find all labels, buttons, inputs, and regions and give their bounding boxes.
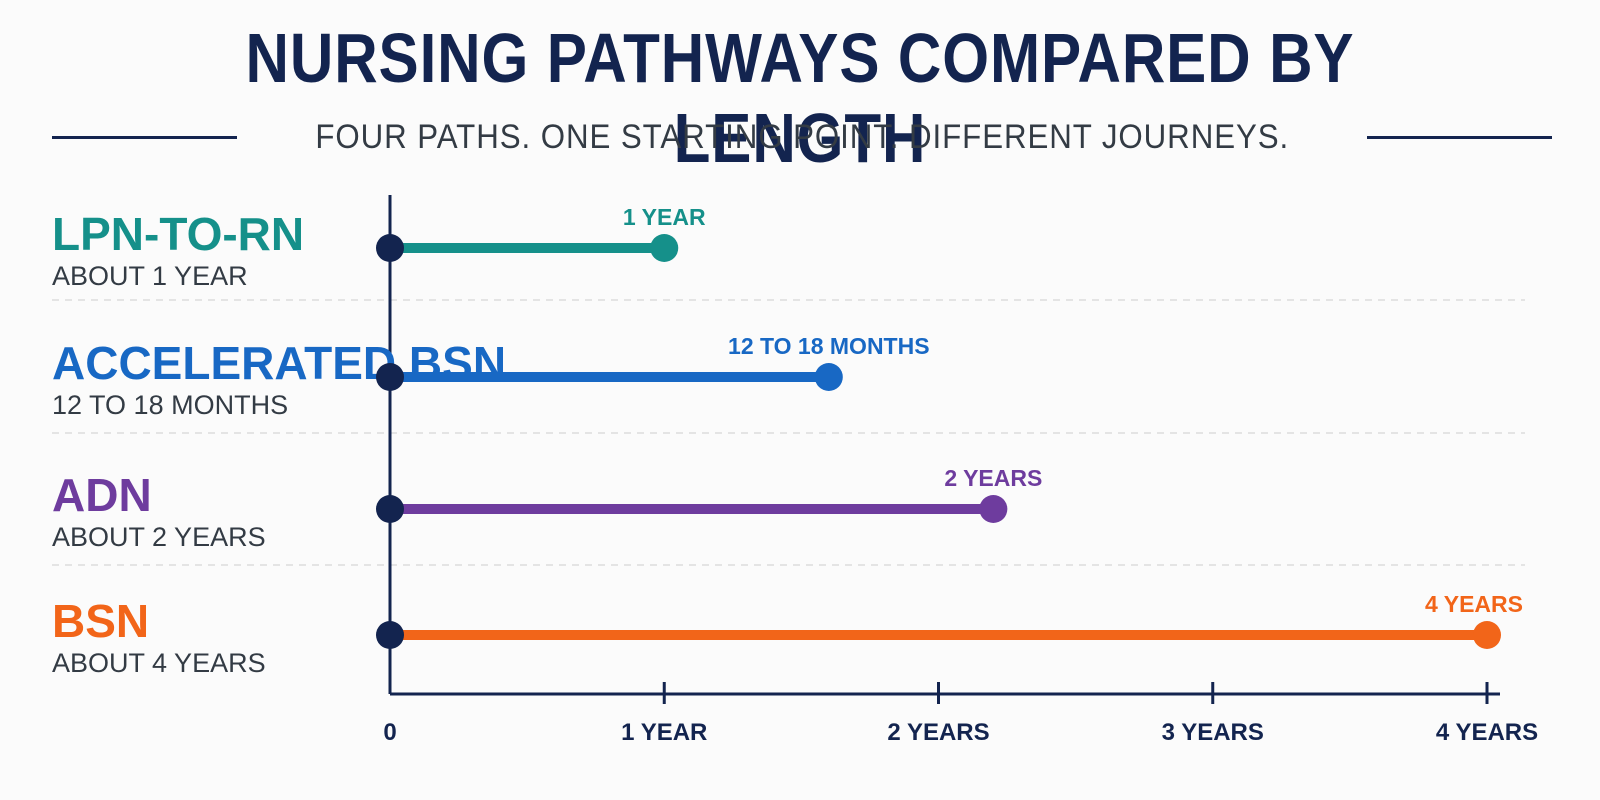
bar-end-dot xyxy=(814,363,843,391)
chart-subtitle: FOUR PATHS. ONE STARTING POINT. DIFFEREN… xyxy=(315,117,1289,156)
bar-start-dot xyxy=(376,621,404,649)
path-duration-note: ABOUT 4 YEARS xyxy=(52,648,266,678)
bar-start-dot xyxy=(376,495,404,523)
subtitle-rule-left xyxy=(52,135,237,139)
bar-value-label: 4 YEARS xyxy=(1425,591,1523,617)
path-duration-note: ABOUT 1 YEAR xyxy=(52,261,248,291)
path-name: BSN xyxy=(52,595,149,647)
chart-title: NURSING PATHWAYS COMPARED BY LENGTH xyxy=(245,19,1355,177)
path-duration-note: ABOUT 2 YEARS xyxy=(52,522,266,552)
bar-value-label: 2 YEARS xyxy=(944,465,1042,491)
path-duration-note: 12 TO 18 MONTHS xyxy=(52,390,288,420)
bar-start-dot xyxy=(376,363,404,391)
path-name: LPN-TO-RN xyxy=(52,208,304,260)
bar-end-dot xyxy=(1473,621,1501,649)
bar-value-label: 1 YEAR xyxy=(623,204,706,230)
x-tick-label: 3 YEARS xyxy=(1162,719,1264,746)
subtitle-row: FOUR PATHS. ONE STARTING POINT. DIFFEREN… xyxy=(52,112,1552,162)
bar-value-label: 12 TO 18 MONTHS xyxy=(728,333,930,359)
bar-start-dot xyxy=(376,234,404,262)
subtitle-rule-right xyxy=(1367,135,1552,139)
x-tick-label: 1 YEAR xyxy=(621,719,707,746)
path-name: ADN xyxy=(52,469,152,521)
x-tick-label: 4 YEARS xyxy=(1436,719,1538,746)
bar-end-dot xyxy=(979,495,1008,523)
x-tick-label: 2 YEARS xyxy=(887,719,989,746)
x-tick-label: 0 xyxy=(383,719,396,746)
bar-end-dot xyxy=(650,234,679,262)
